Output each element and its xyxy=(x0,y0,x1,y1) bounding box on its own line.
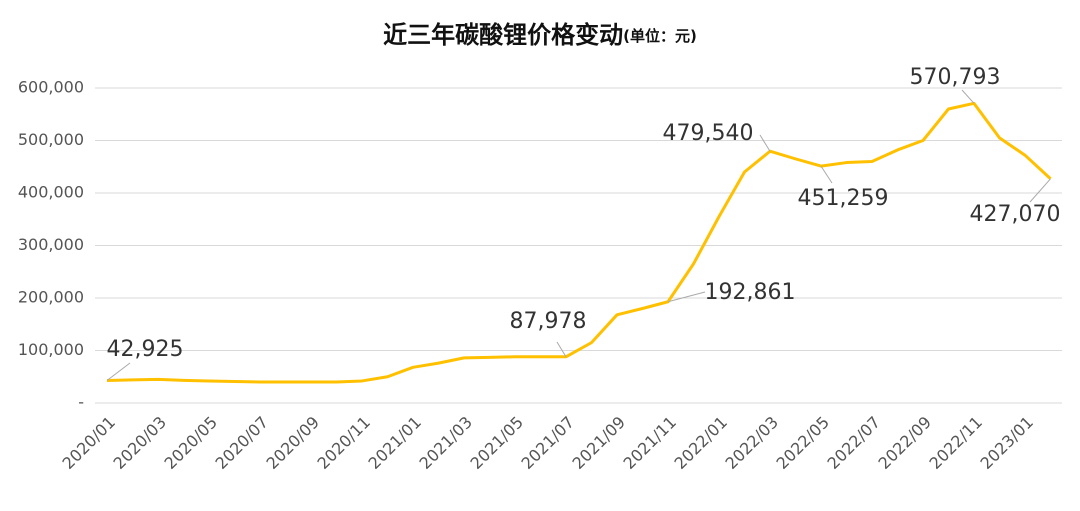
unit-label: (单位：元) xyxy=(623,27,697,45)
data-label: 479,540 xyxy=(663,121,754,146)
y-tick-label: 300,000 xyxy=(18,235,84,254)
data-label: 87,978 xyxy=(510,309,587,334)
y-tick-label: 500,000 xyxy=(18,130,84,149)
data-label: 451,259 xyxy=(798,186,889,211)
data-label: 570,793 xyxy=(910,65,1001,90)
leader-line xyxy=(961,89,975,104)
data-label: 192,861 xyxy=(705,280,796,305)
y-tick-label: 100,000 xyxy=(18,340,84,359)
chart-title: 近三年碳酸锂价格变动 xyxy=(383,21,623,49)
x-tick-label: 2021/09 xyxy=(569,413,629,473)
data-label: 427,070 xyxy=(970,202,1061,227)
x-tick-label: 2020/03 xyxy=(110,413,170,473)
y-tick-label: 400,000 xyxy=(18,183,84,202)
leader-line xyxy=(1029,178,1051,203)
y-tick-label: - xyxy=(78,393,84,412)
x-tick-label: 2022/03 xyxy=(722,413,782,473)
x-tick-label: 2021/07 xyxy=(518,413,578,473)
x-tick-label: 2020/09 xyxy=(263,413,323,473)
price-line xyxy=(106,101,1052,384)
x-tick-label: 2022/09 xyxy=(875,413,935,473)
x-tick-label: 2020/11 xyxy=(314,413,374,473)
x-tick-label: 2020/07 xyxy=(212,413,272,473)
leader-line xyxy=(667,291,706,303)
x-tick-label: 2021/01 xyxy=(365,413,425,473)
leader-line xyxy=(820,165,833,184)
leader-line xyxy=(106,362,131,381)
y-tick-label: 600,000 xyxy=(18,78,84,97)
x-tick-label: 2021/03 xyxy=(416,413,476,473)
x-tick-label: 2023/01 xyxy=(977,413,1037,473)
x-tick-label: 2020/05 xyxy=(161,413,221,473)
leader-line xyxy=(759,134,771,152)
x-tick-label: 2021/05 xyxy=(467,413,527,473)
data-label: 42,925 xyxy=(107,337,184,362)
leader-line xyxy=(556,341,567,358)
x-tick-label: 2022/05 xyxy=(773,413,833,473)
x-tick-label: 2021/11 xyxy=(620,413,680,473)
x-tick-label: 2022/11 xyxy=(926,413,986,473)
chart-title-group: 近三年碳酸锂价格变动(单位：元) xyxy=(383,21,697,49)
x-tick-label: 2022/01 xyxy=(671,413,731,473)
y-tick-label: 200,000 xyxy=(18,288,84,307)
x-tick-label: 2022/07 xyxy=(824,413,884,473)
x-tick-label: 2020/01 xyxy=(59,413,119,473)
